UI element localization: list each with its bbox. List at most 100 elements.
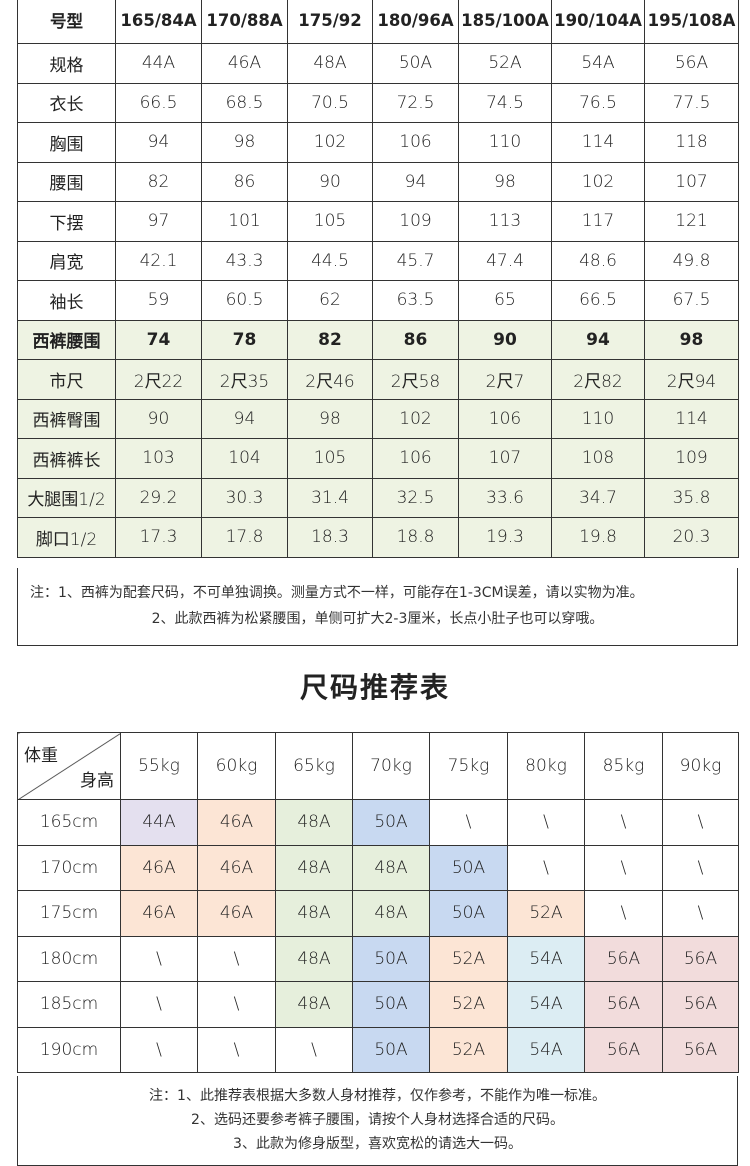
- size-cell: 56A: [584, 935, 663, 982]
- value-cell: 49.8: [644, 240, 739, 281]
- value-cell: 78: [201, 319, 288, 360]
- size-cell: \: [662, 799, 739, 846]
- height-label: 185cm: [17, 981, 121, 1028]
- row-label: 袖长: [17, 280, 116, 321]
- value-cell: 101: [201, 201, 288, 242]
- value-cell: 105: [287, 201, 373, 242]
- header-cell: 号型: [17, 0, 116, 44]
- size-cell: 52A: [429, 1026, 508, 1073]
- value-cell: 17.3: [115, 517, 202, 558]
- value-cell: 121: [644, 201, 739, 242]
- value-cell: 90: [458, 319, 552, 360]
- corner-cell: 体重 身高: [17, 732, 121, 800]
- weight-header: 90kg: [662, 732, 739, 800]
- size-cell: \: [120, 1026, 198, 1073]
- value-cell: 33.6: [458, 477, 552, 518]
- size-cell: \: [507, 844, 585, 891]
- size-cell: 52A: [429, 935, 508, 982]
- value-cell: 106: [372, 122, 459, 163]
- size-cell: \: [662, 844, 739, 891]
- value-cell: 63.5: [372, 280, 459, 321]
- table-row: 180cm \ \ 48A 50A 52A 54A 56A 56A: [17, 935, 739, 982]
- value-cell: 2尺22: [115, 359, 202, 400]
- size-cell: 54A: [507, 1026, 585, 1073]
- weight-header: 75kg: [429, 732, 508, 800]
- table-row: 市尺 2尺22 2尺35 2尺46 2尺58 2尺7 2尺82 2尺94: [17, 359, 739, 400]
- header-cell: 190/104A: [551, 0, 645, 44]
- value-cell: 47.4: [458, 240, 552, 281]
- weight-header: 70kg: [352, 732, 430, 800]
- table-row: 袖长 59 60.5 62 63.5 65 66.5 67.5: [17, 280, 739, 321]
- value-cell: 74.5: [458, 82, 552, 123]
- table-row: 衣长 66.5 68.5 70.5 72.5 74.5 76.5 77.5: [17, 82, 739, 123]
- table-row: 西裤臀围 90 94 98 102 106 110 114: [17, 398, 739, 439]
- value-cell: 70.5: [287, 82, 373, 123]
- weight-header: 65kg: [275, 732, 353, 800]
- height-label: 165cm: [17, 799, 121, 846]
- value-cell: 59: [115, 280, 202, 321]
- weight-header: 55kg: [120, 732, 198, 800]
- value-cell: 48A: [287, 43, 373, 84]
- table-row: 170cm 46A 46A 48A 48A 50A \ \ \: [17, 844, 739, 891]
- header-cell: 180/96A: [372, 0, 459, 44]
- size-cell: 50A: [352, 935, 430, 982]
- size-cell: 50A: [352, 799, 430, 846]
- height-label: 190cm: [17, 1026, 121, 1073]
- size-cell: 50A: [352, 981, 430, 1028]
- value-cell: 108: [551, 438, 645, 479]
- value-cell: 18.3: [287, 517, 373, 558]
- size-cell: 56A: [662, 935, 739, 982]
- value-cell: 86: [372, 319, 459, 360]
- value-cell: 43.3: [201, 240, 288, 281]
- size-cell: 46A: [197, 890, 276, 937]
- value-cell: 2尺58: [372, 359, 459, 400]
- row-label: 胸围: [17, 122, 116, 163]
- value-cell: 31.4: [287, 477, 373, 518]
- value-cell: 117: [551, 201, 645, 242]
- value-cell: 18.8: [372, 517, 459, 558]
- value-cell: 107: [458, 438, 552, 479]
- note-line: 2、选码还要参考裤子腰围，请按个人身材选择合适的尺码。: [191, 1112, 564, 1128]
- size-cell: 48A: [275, 890, 353, 937]
- size-cell: 48A: [352, 844, 430, 891]
- header-cell: 195/108A: [644, 0, 739, 44]
- table-row: 190cm \ \ \ 50A 52A 54A 56A 56A: [17, 1026, 739, 1073]
- value-cell: 102: [551, 161, 645, 202]
- size-cell: 50A: [352, 1026, 430, 1073]
- height-label: 170cm: [17, 844, 121, 891]
- value-cell: 98: [458, 161, 552, 202]
- size-cell: 48A: [275, 844, 353, 891]
- size-cell: \: [662, 890, 739, 937]
- value-cell: 77.5: [644, 82, 739, 123]
- value-cell: 103: [115, 438, 202, 479]
- value-cell: 98: [644, 319, 739, 360]
- size-cell: \: [197, 981, 276, 1028]
- size-cell: 48A: [275, 799, 353, 846]
- height-label: 175cm: [17, 890, 121, 937]
- row-label: 西裤臀围: [17, 398, 116, 439]
- row-label: 西裤裤长: [17, 438, 116, 479]
- size-cell: \: [275, 1026, 353, 1073]
- row-label: 市尺: [17, 359, 116, 400]
- value-cell: 35.8: [644, 477, 739, 518]
- table-row: 脚口1/2 17.3 17.8 18.3 18.8 19.3 19.8 20.3: [17, 517, 739, 558]
- header-cell: 170/88A: [201, 0, 288, 44]
- value-cell: 45.7: [372, 240, 459, 281]
- size-cell: 50A: [429, 890, 508, 937]
- value-cell: 30.3: [201, 477, 288, 518]
- value-cell: 54A: [551, 43, 645, 84]
- value-cell: 34.7: [551, 477, 645, 518]
- value-cell: 94: [551, 319, 645, 360]
- weight-label: 体重: [24, 746, 58, 766]
- size-cell: 48A: [275, 935, 353, 982]
- size-recommend-table: 体重 身高 55kg 60kg 65kg 70kg 75kg 80kg 85kg 90kg 1…: [17, 732, 739, 1073]
- value-cell: 66.5: [115, 82, 202, 123]
- table-row: 165cm 44A 46A 48A 50A \ \ \ \: [17, 799, 739, 846]
- weight-header: 80kg: [507, 732, 585, 800]
- value-cell: 2尺94: [644, 359, 739, 400]
- value-cell: 82: [287, 319, 373, 360]
- row-label: 衣长: [17, 82, 116, 123]
- row-label: 规格: [17, 43, 116, 84]
- size-table-notes: 注：1、西裤为配套尺码，不可单独调换。测量方式不一样，可能存在1-3CM误差，请…: [17, 568, 738, 646]
- table-row: 肩宽 42.1 43.3 44.5 45.7 47.4 48.6 49.8: [17, 240, 739, 281]
